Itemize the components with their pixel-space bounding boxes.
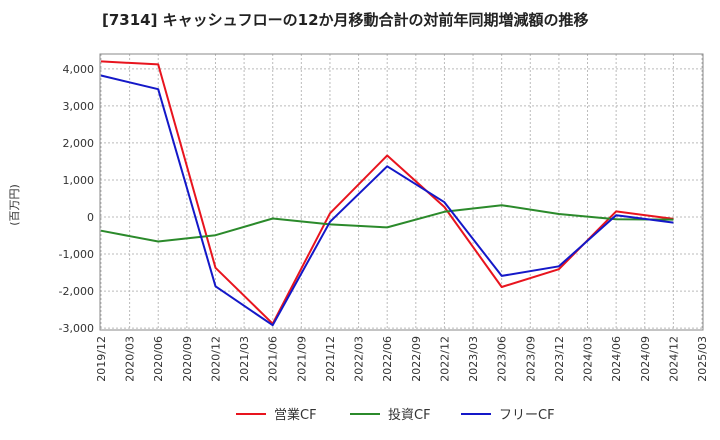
x-tick-label: 2021/09 — [295, 336, 308, 382]
x-tick-label: 2021/12 — [324, 336, 337, 382]
x-tick-label: 2022/06 — [381, 336, 394, 382]
legend-label: 投資CF — [388, 407, 431, 423]
series-line-1 — [100, 60, 674, 325]
x-tick-label: 2024/09 — [639, 336, 652, 382]
x-tick-label: 2020/06 — [152, 336, 165, 382]
x-tick-label: 2024/06 — [610, 336, 623, 382]
legend: 営業CF 投資CF フリーCF — [236, 407, 555, 423]
x-tick-label: 2021/03 — [238, 336, 251, 382]
y-tick-label: 0 — [87, 211, 94, 224]
y-tick-label: -1,000 — [59, 248, 94, 261]
y-tick-label: -2,000 — [59, 285, 94, 298]
y-tick-label: 2,000 — [63, 137, 95, 150]
x-tick-label: 2024/12 — [667, 336, 680, 382]
x-tick-label: 2020/03 — [124, 336, 137, 382]
chart-title: [7314] キャッシュフローの12か月移動合計の対前年同期増減額の推移 — [102, 11, 589, 29]
x-tick-label: 2020/09 — [181, 336, 194, 382]
x-tick-label: 2022/03 — [353, 336, 366, 382]
x-tick-label: 2020/12 — [209, 336, 222, 382]
series-group — [100, 60, 674, 327]
plot-area — [99, 53, 704, 331]
x-tick-label: 2023/06 — [496, 336, 509, 382]
y-axis: 4,000 3,000 2,000 1,000 0 -1,000 -2,000 -3,000 — [59, 63, 94, 335]
y-tick-label: 4,000 — [63, 63, 95, 76]
x-tick-label: 2023/03 — [467, 336, 480, 382]
legend-label: 営業CF — [274, 407, 317, 423]
x-tick-label: 2023/12 — [553, 336, 566, 382]
y-tick-label: 1,000 — [63, 174, 95, 187]
x-tick-label: 2022/09 — [410, 336, 423, 382]
series-line-2 — [100, 204, 674, 243]
y-tick-label: -3,000 — [59, 322, 94, 335]
series-line-3 — [100, 74, 674, 327]
x-tick-label: 2025/03 — [696, 336, 709, 382]
y-axis-label: (百万円) — [8, 184, 21, 226]
x-tick-label: 2021/06 — [267, 336, 280, 382]
x-tick-label: 2024/03 — [582, 336, 595, 382]
grid — [100, 54, 703, 330]
y-tick-label: 3,000 — [63, 100, 95, 113]
x-tick-label: 2023/09 — [524, 336, 537, 382]
legend-label: フリーCF — [499, 408, 555, 423]
x-tick-label: 2019/12 — [95, 336, 108, 382]
x-axis: 2019/12 2020/03 2020/06 2020/09 2020/12 2021/… — [95, 336, 709, 382]
x-tick-label: 2022/12 — [438, 336, 451, 382]
